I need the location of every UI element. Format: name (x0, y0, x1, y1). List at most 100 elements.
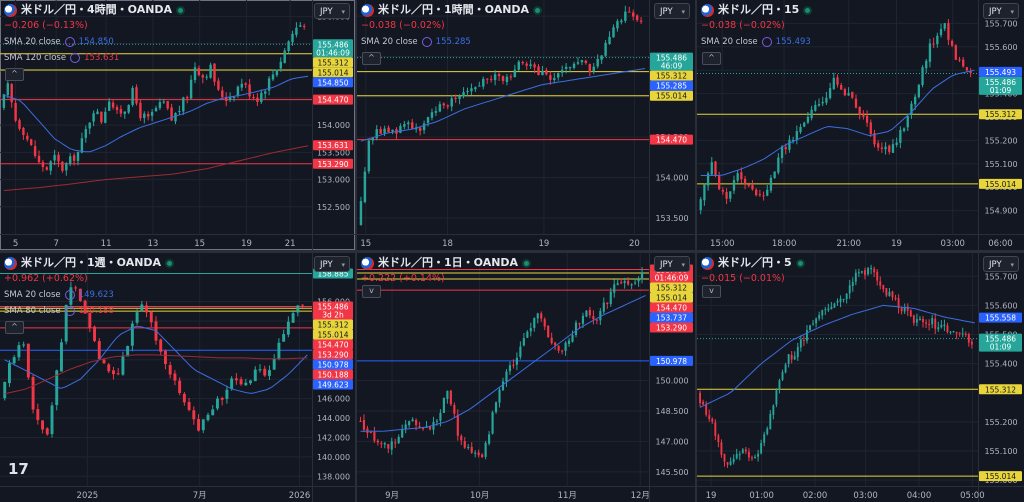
candle-body (899, 129, 902, 143)
time-tick-label: 03:00 (853, 491, 878, 501)
tradingview-logo-icon[interactable]: 17 (8, 460, 29, 478)
candle-body (508, 365, 512, 372)
candle-body (891, 144, 895, 153)
candle-body (131, 88, 134, 105)
symbol-title[interactable]: 米ドル／円・4時間・OANDA (21, 3, 173, 16)
symbol-row[interactable]: 米ドル／円・5 (701, 255, 805, 271)
price-chart[interactable]: 155.700155.600155.500155.400155.300155.2… (697, 0, 1024, 250)
currency-dropdown[interactable]: JPY ▾ (654, 3, 690, 19)
candle-body (426, 117, 430, 123)
symbol-title[interactable]: 米ドル／円・1週・OANDA (21, 256, 162, 269)
candle-body (45, 428, 49, 435)
symbol-row[interactable]: 米ドル／円・1時間・OANDA (361, 2, 543, 18)
price-label-text: 155.486 (317, 40, 348, 49)
candle-body (367, 140, 371, 172)
candle-body (940, 324, 943, 328)
sma-legend-row[interactable]: SMA 20 close 155.285 (361, 34, 542, 50)
sma-legend-row[interactable]: SMA 20 close 149.623 (4, 287, 174, 303)
chart-legend: 米ドル／円・1週・OANDA +0.962 (+0.62%) SMA 20 cl… (4, 255, 175, 319)
candle-body (720, 442, 723, 455)
candle-body (193, 67, 197, 81)
us-jp-flag-icon (361, 256, 374, 270)
chart-pane-p3[interactable]: 155.700155.600155.500155.400155.300155.2… (697, 0, 1024, 250)
price-label-text: 3d 2h (322, 311, 344, 320)
legend-collapse-button[interactable]: v (702, 285, 721, 298)
symbol-row[interactable]: 米ドル／円・1日・OANDA (361, 255, 532, 271)
price-chart[interactable]: 156.000154.000150.000148.000146.000144.0… (0, 253, 355, 502)
us-jp-flag-icon (701, 3, 714, 17)
sma-value: 150.188 (78, 306, 114, 316)
price-label-text: 01:09 (990, 343, 1012, 352)
price-label-text: 155.014 (985, 472, 1016, 481)
candle-body (399, 125, 402, 133)
currency-dropdown[interactable]: JPY ▾ (983, 256, 1019, 272)
candle-body (596, 58, 599, 67)
symbol-row[interactable]: 米ドル／円・4時間・OANDA (4, 2, 186, 18)
candle-body (140, 304, 144, 312)
candle-body (170, 107, 173, 121)
price-label-box (313, 319, 353, 330)
candle-body (635, 15, 639, 21)
candle-body (494, 402, 498, 413)
chart-pane-p6[interactable]: 155.700155.600155.500155.400155.200155.1… (697, 253, 1024, 502)
price-label-text: 153.290 (317, 160, 348, 169)
indicator-settings-icon[interactable] (64, 290, 75, 300)
symbol-row[interactable]: 米ドル／円・1週・OANDA (4, 255, 175, 271)
candle-body (946, 325, 949, 333)
indicator-settings-icon[interactable] (64, 37, 75, 47)
candle-body (830, 306, 833, 310)
candle-body (543, 319, 546, 327)
candle-body (509, 76, 513, 78)
candle-body (491, 412, 494, 434)
symbol-row[interactable]: 米ドル／円・15 (701, 2, 813, 18)
legend-collapse-button[interactable]: ^ (5, 321, 24, 334)
symbol-title[interactable]: 米ドル／円・1時間・OANDA (378, 3, 530, 16)
candle-body (68, 156, 72, 164)
candle-body (173, 373, 177, 381)
price-tick-label: 155.600 (984, 301, 1017, 310)
candle-body (574, 322, 578, 335)
candle-body (22, 127, 25, 136)
price-label-box (650, 70, 693, 81)
currency-dropdown[interactable]: JPY ▾ (314, 3, 350, 19)
price-tick-label: 144.000 (317, 414, 350, 423)
sma-legend-row[interactable]: SMA 120 close 153.631 (4, 50, 185, 66)
chart-pane-p5[interactable]: 150.000 148.500 147.000 145.500 9月 10月 11月 12月 1… (357, 253, 695, 502)
candle-body (595, 319, 598, 321)
legend-collapse-button[interactable]: ^ (702, 52, 721, 65)
symbol-title[interactable]: 米ドル／円・5 (718, 256, 792, 269)
legend-collapse-button[interactable]: ^ (362, 52, 381, 65)
sma-legend-row[interactable]: SMA 80 close 150.188 (4, 303, 174, 319)
candle-body (721, 189, 725, 192)
candle-body (873, 133, 876, 145)
chart-pane-p2[interactable]: 156.000155.500155.000154.500154.000153.5… (357, 0, 695, 250)
chart-pane-p4[interactable]: 156.000154.000150.000148.000146.000144.0… (0, 253, 355, 502)
legend-collapse-button[interactable]: v (362, 285, 381, 298)
price-chart[interactable]: 150.000 148.500 147.000 145.500 9月 10月 11月 12月 1… (357, 253, 695, 502)
symbol-title[interactable]: 米ドル／円・15 (718, 3, 800, 16)
price-chart[interactable]: 155.700155.600155.500155.400155.200155.1… (697, 253, 1024, 502)
price-change: −0.015 (−0.01%) (701, 273, 785, 284)
indicator-settings-icon[interactable] (70, 53, 81, 63)
currency-dropdown[interactable]: JPY ▾ (314, 256, 350, 272)
symbol-title[interactable]: 米ドル／円・1日・OANDA (378, 256, 519, 269)
candle-body (135, 312, 139, 323)
candle-body (286, 321, 290, 335)
price-chart[interactable]: 156.000155.500155.000154.500154.000153.5… (0, 0, 355, 250)
candle-body (754, 456, 756, 459)
candle-body (454, 98, 457, 100)
indicator-settings-icon[interactable] (64, 306, 75, 316)
sma-legend-row[interactable]: SMA 20 close 154.850 (4, 34, 185, 50)
currency-dropdown[interactable]: JPY ▾ (983, 3, 1019, 19)
time-tick-label: 15 (194, 239, 205, 249)
currency-dropdown[interactable]: JPY ▾ (654, 256, 690, 272)
indicator-settings-icon[interactable] (421, 37, 432, 47)
candle-body (260, 92, 263, 102)
candle-body (568, 67, 572, 69)
indicator-settings-icon[interactable] (761, 37, 772, 47)
chart-pane-p1[interactable]: 156.000155.500155.000154.500154.000153.5… (0, 0, 355, 250)
candle-body (59, 342, 63, 372)
sma-legend-row[interactable]: SMA 20 close 155.493 (701, 34, 812, 50)
candle-body (192, 410, 196, 420)
legend-collapse-button[interactable]: ^ (5, 68, 24, 81)
